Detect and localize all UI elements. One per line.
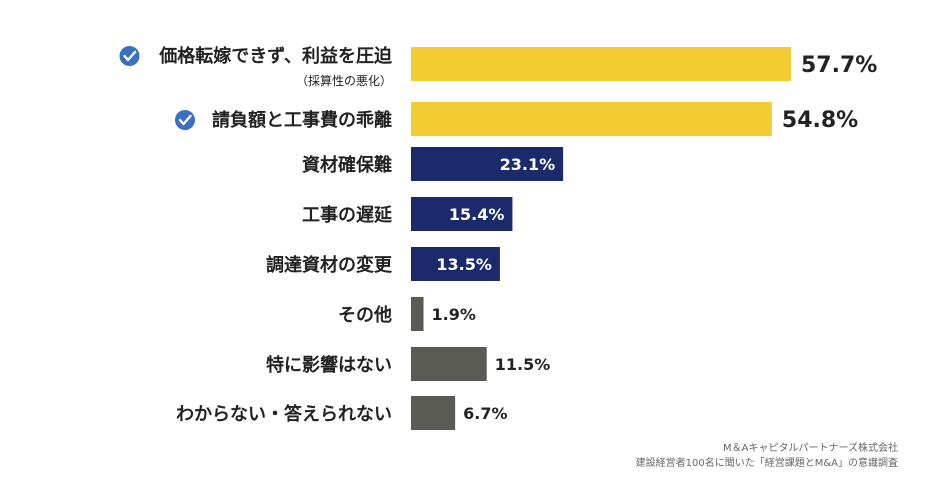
category-label-2: 資材確保難 [302,154,392,176]
bar-3 [411,197,513,231]
value-label-6: 11.5% [495,355,551,374]
bar-4 [411,247,500,281]
category-label-5: その他 [338,304,392,326]
category-label-6: 特に影響はない [266,354,392,376]
check-circle-icon-0 [119,46,140,66]
category-label-0: 価格転嫁できず、利益を圧迫 [158,45,393,67]
source-survey: 建設経営者100名に聞いた「経営課題とM&A」の意識調査 [635,458,898,469]
check-circle-icon-1 [175,110,195,130]
value-label-1: 54.8% [782,108,858,133]
value-label-5: 1.9% [432,305,476,324]
category-sublabel-0: （採算性の悪化） [296,73,392,88]
value-label-2: 23.1% [500,155,556,174]
bar-7 [411,396,456,430]
bar-0 [411,47,791,81]
category-label-1: 請負額と工事費の乖離 [212,109,392,131]
bar-6 [411,347,487,381]
bar-1 [411,102,772,136]
category-label-3: 工事の遅延 [302,204,393,226]
value-label-4: 13.5% [436,255,492,274]
value-label-0: 57.7% [801,53,877,78]
bar-5 [411,297,424,331]
category-label-7: わからない・答えられない [176,403,392,425]
bar-2 [411,147,564,181]
source-company: M＆Aキャピタルパートナーズ株式会社 [723,443,898,454]
value-label-3: 15.4% [449,205,505,224]
category-label-4: 調達資材の変更 [266,254,393,276]
value-label-7: 6.7% [463,404,507,423]
